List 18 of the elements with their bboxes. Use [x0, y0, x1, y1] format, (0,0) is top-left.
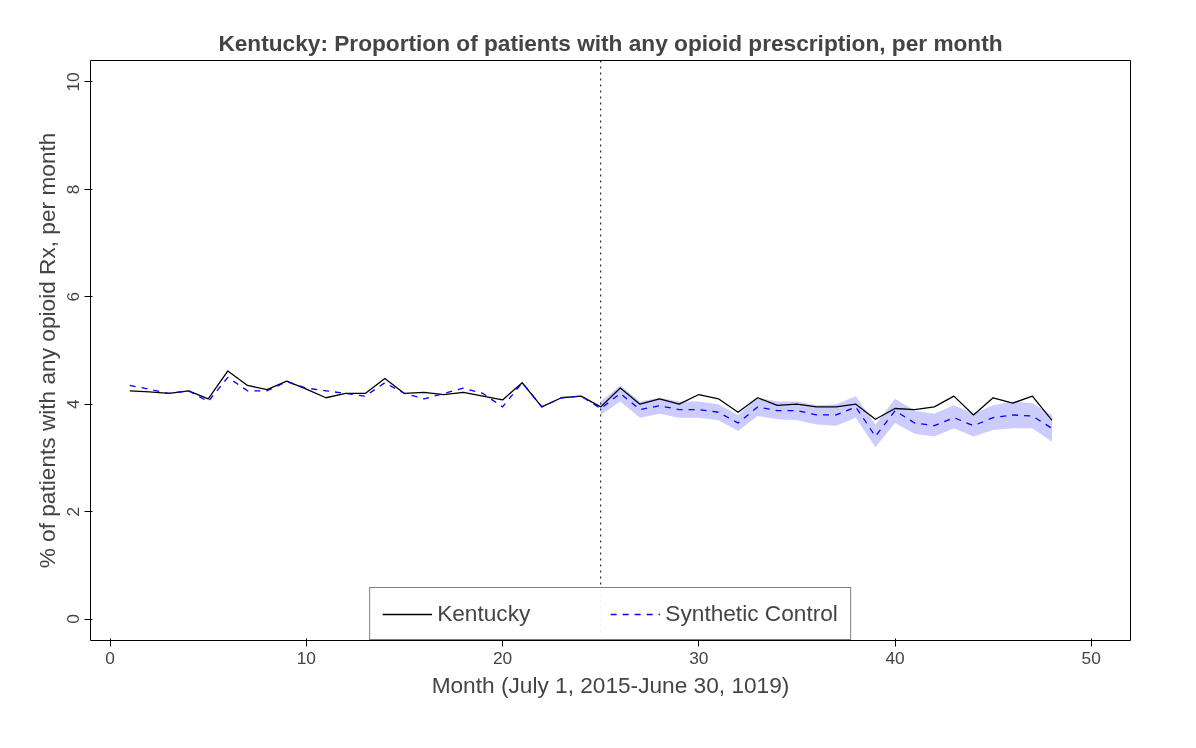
x-tick-label: 50 [1081, 647, 1101, 668]
x-tick-label: 30 [689, 647, 709, 668]
line-series [129, 376, 1053, 438]
y-tick-label: 0 [63, 614, 84, 624]
y-tick-label: 2 [63, 506, 84, 517]
legend-label: Synthetic Control [665, 600, 838, 627]
y-tick-label: 8 [63, 184, 84, 195]
chart-title: Kentucky: Proportion of patients with any opioid prescription, per month [218, 29, 1003, 56]
legend-label: Kentucky [437, 600, 531, 627]
y-tick-label: 6 [63, 291, 84, 302]
y-axis-title: % of patients with any opioid Rx, per month [33, 132, 60, 569]
x-tick-label: 0 [105, 647, 115, 668]
x-tick-label: 20 [492, 647, 513, 668]
x-tick-label: 40 [885, 647, 905, 668]
x-axis-title: Month (July 1, 2015-June 30, 1019) [431, 671, 790, 698]
y-tick-label: 4 [63, 399, 84, 410]
y-tick-label: 10 [63, 72, 84, 92]
x-tick-label: 10 [296, 647, 316, 668]
